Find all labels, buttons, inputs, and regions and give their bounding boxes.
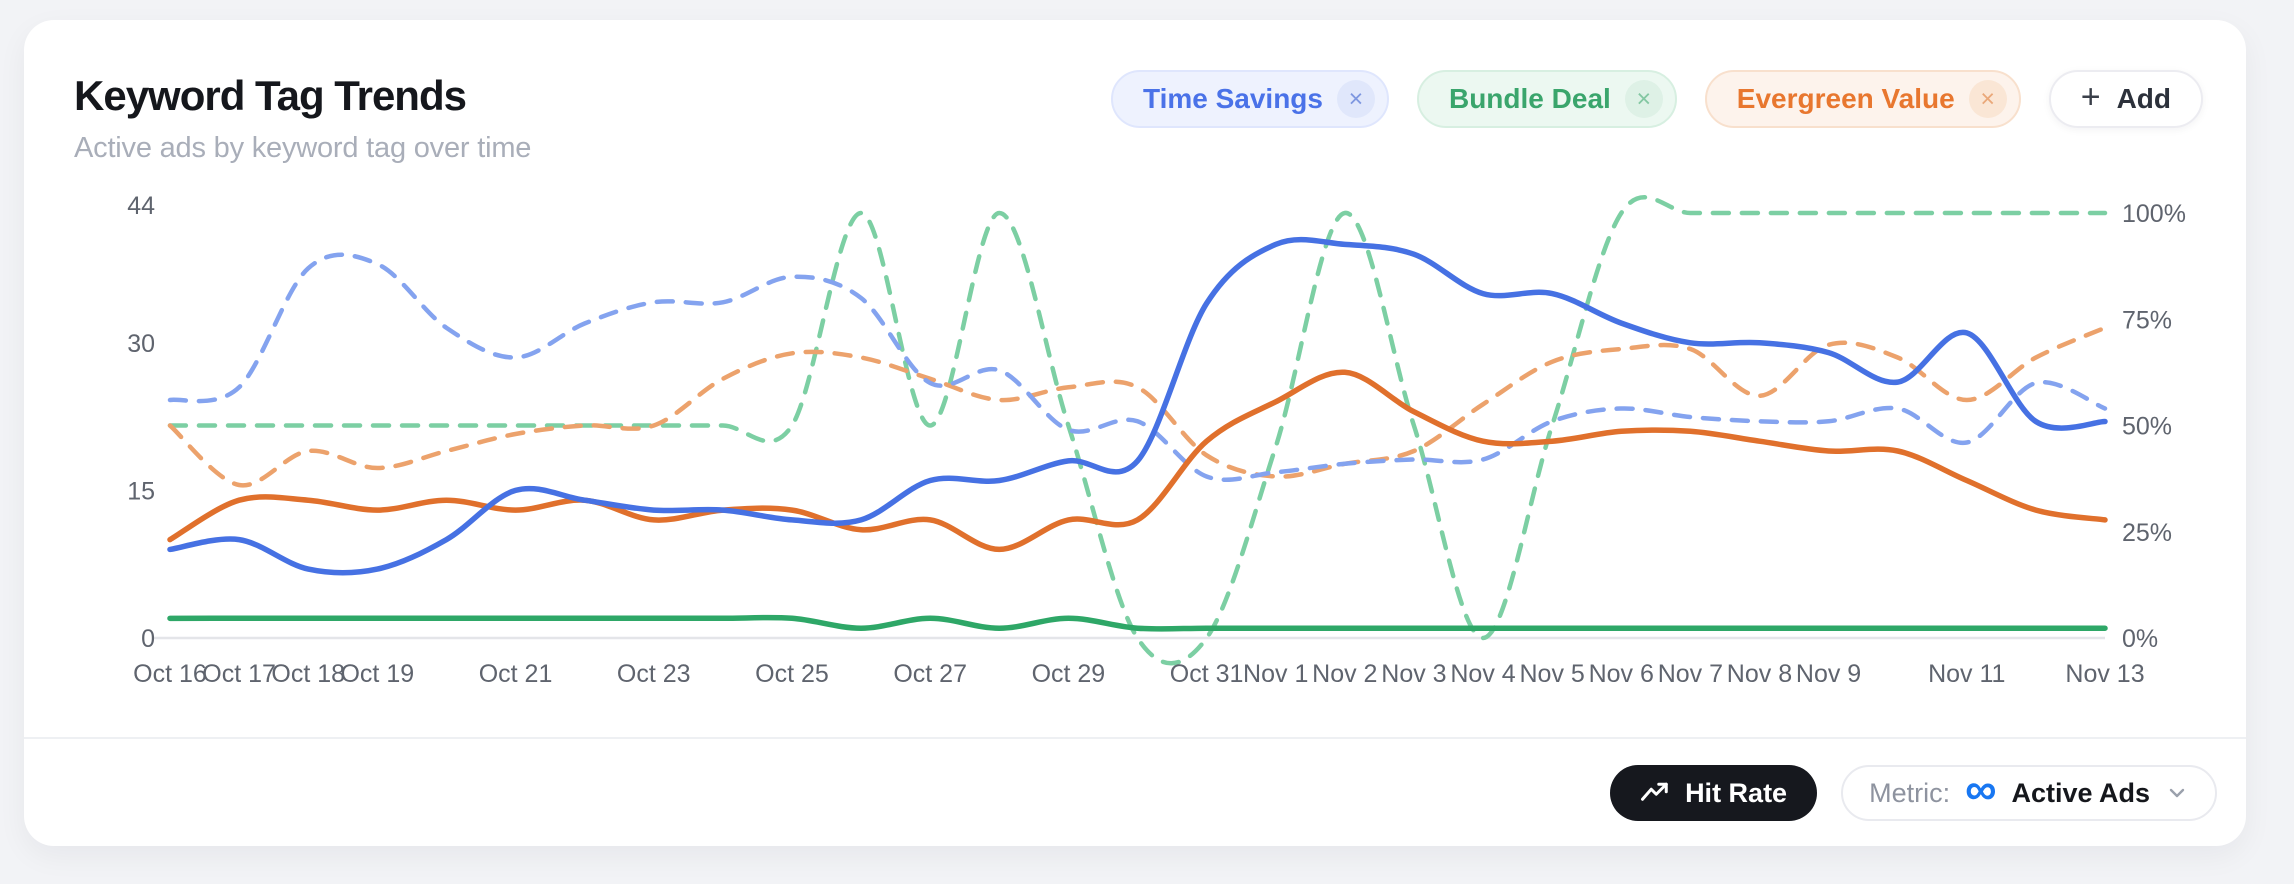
x-axis-tick: Oct 17 — [202, 660, 276, 688]
metric-label: Metric: — [1869, 777, 1951, 808]
trending-up-icon — [1641, 782, 1668, 801]
plus-icon: + — [2080, 78, 2101, 116]
metric-value: Active Ads — [2011, 777, 2150, 808]
footer-divider — [24, 737, 2246, 739]
header-titles: Keyword Tag Trends Active ads by keyword… — [74, 72, 531, 165]
x-axis-tick: Nov 1 — [1243, 660, 1308, 688]
tag-chip-row: Time Savings × Bundle Deal × Evergreen Value… — [1110, 70, 2203, 128]
metric-selector[interactable]: Metric: ∞ Active Ads — [1841, 765, 2217, 821]
keyword-tag-trends-card: Keyword Tag Trends Active ads by keyword… — [24, 20, 2246, 846]
x-axis-tick: Oct 21 — [479, 660, 553, 688]
x-axis-tick: Nov 2 — [1312, 660, 1377, 688]
tag-chip-time-savings[interactable]: Time Savings × — [1110, 70, 1389, 128]
right-axis-tick: 0% — [2122, 625, 2158, 653]
add-tag-button[interactable]: + Add — [2048, 70, 2203, 128]
right-axis-tick: 25% — [2122, 519, 2172, 547]
series-line-evergreen-value-active-ads — [167, 369, 2108, 553]
x-axis-tick: Oct 16 — [133, 660, 207, 688]
page-title: Keyword Tag Trends — [74, 72, 467, 119]
left-axis-tick: 30 — [127, 330, 155, 358]
tag-chip-evergreen-value[interactable]: Evergreen Value × — [1704, 70, 2021, 128]
x-axis-tick: Oct 18 — [271, 660, 345, 688]
tag-chip-label: Bundle Deal — [1448, 83, 1611, 114]
right-axis-tick: 50% — [2122, 413, 2172, 441]
right-axis-tick: 75% — [2122, 306, 2172, 334]
series-line-bundle-deal-active-ads — [167, 614, 2108, 632]
x-axis-tick: Nov 13 — [2065, 660, 2144, 688]
remove-tag-icon[interactable]: × — [1968, 80, 2007, 118]
series-line-bundle-deal-hit-rate — [167, 195, 2108, 666]
tag-chip-label: Time Savings — [1142, 83, 1323, 114]
left-axis-tick: 15 — [127, 477, 155, 505]
x-axis-tick: Oct 23 — [617, 660, 691, 688]
hit-rate-toggle[interactable]: Hit Rate — [1610, 765, 1818, 821]
tag-chip-label: Evergreen Value — [1736, 83, 1955, 114]
tag-chip-bundle-deal[interactable]: Bundle Deal × — [1416, 70, 1677, 128]
series-line-time-savings-hit-rate — [167, 252, 2108, 482]
x-axis-tick: Nov 11 — [1928, 660, 2005, 688]
remove-tag-icon[interactable]: × — [1336, 80, 1375, 118]
x-axis-tick: Oct 19 — [340, 660, 414, 688]
x-axis-tick: Oct 31 — [1170, 660, 1244, 688]
x-axis-tick: Oct 27 — [893, 660, 967, 688]
add-tag-label: Add — [2116, 83, 2171, 114]
footer-controls: Hit Rate Metric: ∞ Active Ads — [1610, 765, 2217, 821]
page-subtitle: Active ads by keyword tag over time — [74, 132, 532, 164]
x-axis-tick: Nov 9 — [1796, 660, 1861, 688]
x-axis-tick: Nov 3 — [1381, 660, 1446, 688]
x-axis-tick: Oct 25 — [755, 660, 829, 688]
series-line-time-savings-active-ads — [167, 236, 2108, 576]
x-axis-tick: Nov 7 — [1658, 660, 1723, 688]
x-axis-tick: Nov 8 — [1727, 660, 1792, 688]
left-axis-tick: 44 — [127, 192, 155, 220]
chevron-down-icon — [2169, 788, 2185, 798]
x-axis-tick: Oct 29 — [1032, 660, 1106, 688]
x-axis-tick: Nov 6 — [1589, 660, 1654, 688]
hit-rate-label: Hit Rate — [1685, 777, 1788, 808]
left-axis-tick: 0 — [141, 625, 155, 653]
x-axis-tick: Nov 5 — [1519, 660, 1584, 688]
right-axis-tick: 100% — [2122, 200, 2186, 228]
series-line-evergreen-value-hit-rate — [167, 325, 2108, 488]
x-axis-tick: Nov 4 — [1450, 660, 1515, 688]
remove-tag-icon[interactable]: × — [1624, 80, 1663, 118]
